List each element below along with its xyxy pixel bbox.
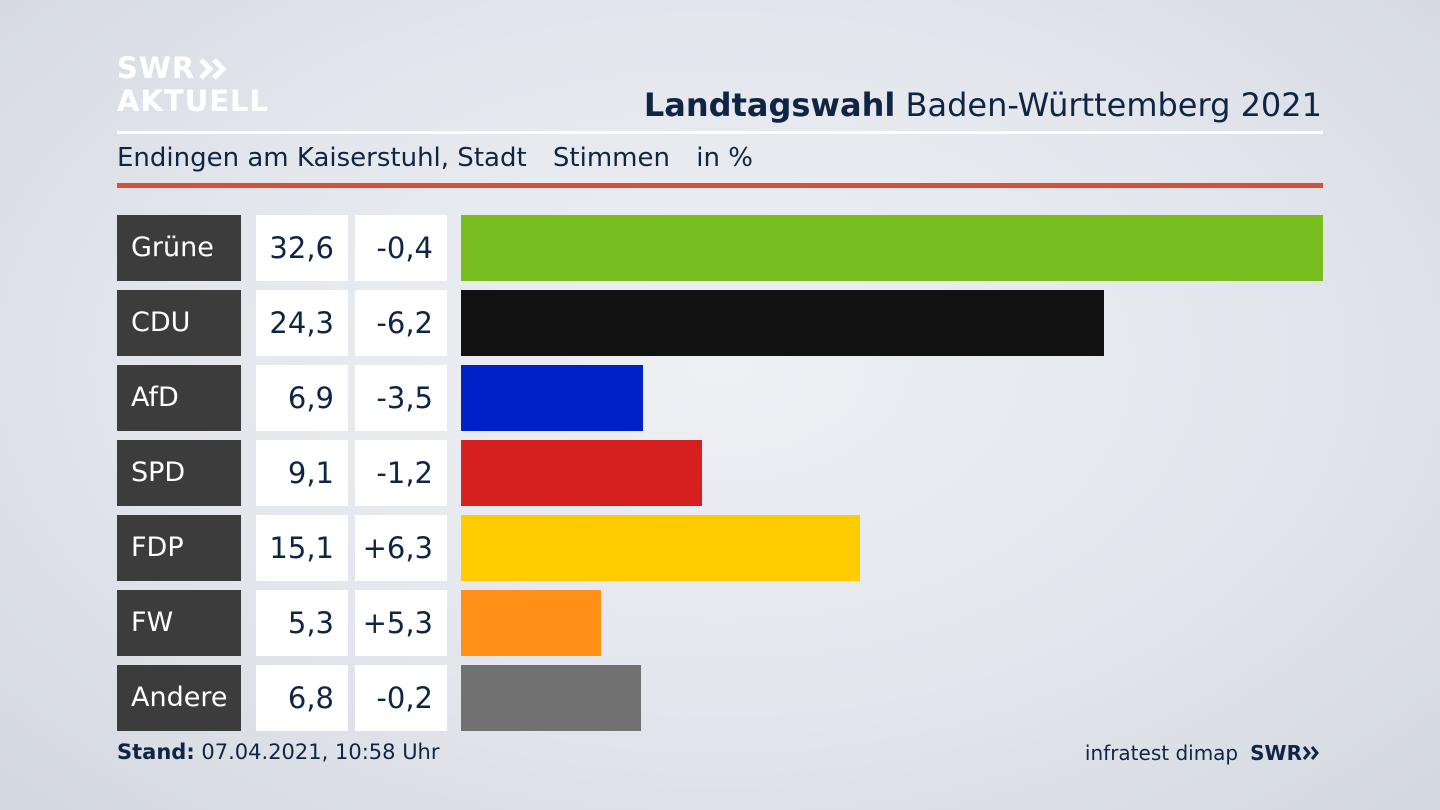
- timestamp: Stand: 07.04.2021, 10:58 Uhr: [117, 740, 440, 764]
- bar: [461, 665, 641, 731]
- change-value: +5,3: [355, 590, 447, 656]
- chart-title: Landtagswahl Baden-Württemberg 2021: [644, 86, 1322, 124]
- source-name: infratest dimap: [1084, 741, 1239, 765]
- bar: [461, 440, 702, 506]
- party-label: FDP: [117, 515, 241, 581]
- swr-aktuell-logo: SWR AKTUELL: [117, 52, 269, 118]
- header-divider: [117, 131, 1323, 134]
- change-value: -1,2: [355, 440, 447, 506]
- logo-line-1: SWR: [117, 51, 196, 85]
- vote-share-value: 9,1: [256, 440, 348, 506]
- bar-row: AfD 6,9 -3,5: [117, 365, 1323, 431]
- vote-share-value: 32,6: [256, 215, 348, 281]
- change-value: -6,2: [355, 290, 447, 356]
- vote-share-value: 15,1: [256, 515, 348, 581]
- change-value: -3,5: [355, 365, 447, 431]
- party-label: Andere: [117, 665, 241, 731]
- title-bold: Landtagswahl: [643, 86, 896, 124]
- bar-row: SPD 9,1 -1,2: [117, 440, 1323, 506]
- bar: [461, 515, 860, 581]
- vote-share-value: 5,3: [256, 590, 348, 656]
- bar: [461, 290, 1104, 356]
- bar-row: Grüne 32,6 -0,4: [117, 215, 1323, 281]
- bar-row: CDU 24,3 -6,2: [117, 290, 1323, 356]
- subtitle-unit: in %: [696, 143, 753, 173]
- bar-row: FW 5,3 +5,3: [117, 590, 1323, 656]
- bar-row: FDP 15,1 +6,3: [117, 515, 1323, 581]
- stand-label: Stand:: [117, 740, 195, 764]
- subtitle-location: Endingen am Kaiserstuhl, Stadt: [117, 143, 527, 173]
- party-label: SPD: [117, 440, 241, 506]
- party-label: FW: [117, 590, 241, 656]
- title-rest: Baden-Württemberg 2021: [905, 86, 1323, 124]
- swr-brand: SWR: [1250, 741, 1322, 765]
- swr-brand-text: SWR: [1250, 741, 1302, 765]
- change-value: -0,2: [355, 665, 447, 731]
- party-label: Grüne: [117, 215, 241, 281]
- party-label: AfD: [117, 365, 241, 431]
- bar: [461, 365, 643, 431]
- bar: [461, 215, 1323, 281]
- vote-share-value: 24,3: [256, 290, 348, 356]
- logo-line-2: AKTUELL: [117, 84, 270, 118]
- vote-share-value: 6,9: [256, 365, 348, 431]
- source-credit: infratest dimap SWR: [1085, 741, 1322, 765]
- bar-row: Andere 6,8 -0,2: [117, 665, 1323, 731]
- change-value: -0,4: [355, 215, 447, 281]
- double-chevron-icon: [1302, 746, 1319, 760]
- vote-share-value: 6,8: [256, 665, 348, 731]
- bar: [461, 590, 601, 656]
- change-value: +6,3: [355, 515, 447, 581]
- stand-value: 07.04.2021, 10:58 Uhr: [201, 740, 440, 764]
- party-label: CDU: [117, 290, 241, 356]
- subtitle-measure: Stimmen: [552, 143, 670, 173]
- chart-subtitle: Endingen am Kaiserstuhl, Stadt Stimmen i…: [117, 143, 771, 173]
- accent-divider: [117, 183, 1323, 188]
- double-chevron-icon: [199, 57, 227, 80]
